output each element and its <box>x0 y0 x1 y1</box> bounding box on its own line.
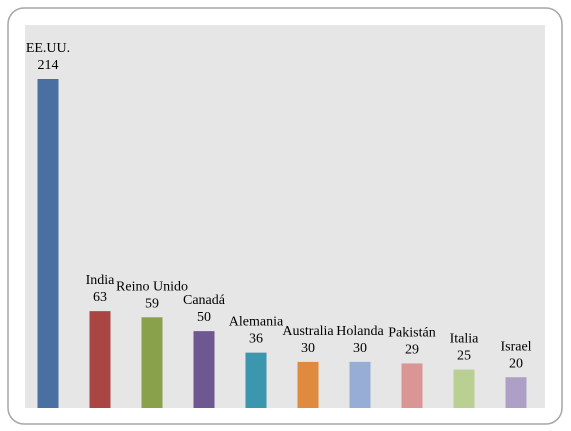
category-label: Australia <box>282 324 334 339</box>
category-label: Israel <box>500 339 531 354</box>
category-label: Italia <box>450 332 480 347</box>
category-label: EE.UU. <box>26 41 70 56</box>
value-label: 30 <box>301 341 315 356</box>
bar <box>505 377 527 408</box>
category-label: Canadá <box>183 293 226 308</box>
value-label: 20 <box>509 356 523 371</box>
bar <box>297 361 319 408</box>
value-label: 59 <box>145 296 159 311</box>
bar <box>453 369 475 408</box>
category-label: Holanda <box>336 324 384 339</box>
bar <box>37 79 59 408</box>
plot-area <box>25 25 545 408</box>
bar <box>193 331 215 408</box>
category-label: Reino Unido <box>116 279 188 294</box>
value-label: 25 <box>457 349 471 364</box>
value-label: 214 <box>38 58 59 73</box>
bar <box>141 317 163 408</box>
bar <box>349 361 371 408</box>
bar <box>245 352 267 408</box>
category-label: India <box>86 273 116 288</box>
value-label: 30 <box>353 341 367 356</box>
value-label: 63 <box>93 290 107 305</box>
value-label: 29 <box>405 342 419 357</box>
category-label: Pakistán <box>388 325 435 340</box>
category-label: Alemania <box>229 315 284 330</box>
value-label: 50 <box>197 310 211 325</box>
bar <box>401 363 423 408</box>
bar <box>89 311 111 408</box>
value-label: 36 <box>249 332 263 347</box>
